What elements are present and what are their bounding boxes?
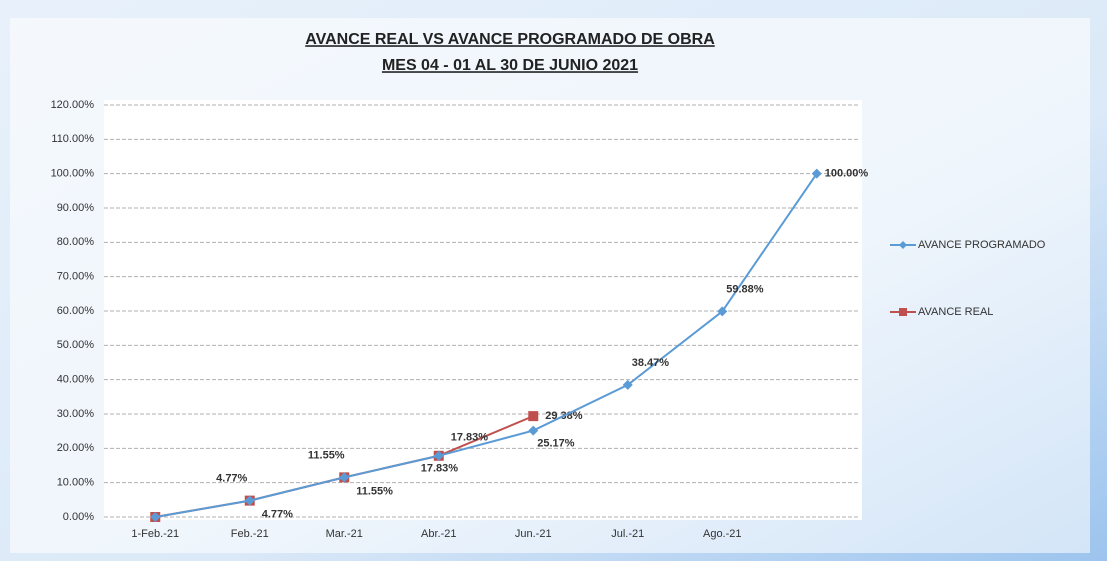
marker	[622, 379, 633, 390]
marker	[433, 450, 444, 461]
data-label: 17.83%	[421, 463, 459, 475]
y-tick-label: 100.00%	[51, 168, 95, 180]
y-tick-label: 60.00%	[57, 305, 95, 317]
series-line	[155, 173, 818, 518]
marker	[150, 512, 161, 522]
x-tick-label: 1-Feb.-21	[131, 528, 179, 540]
data-label: 59.88%	[726, 283, 764, 295]
x-tick-label: Abr.-21	[421, 528, 456, 540]
marker	[717, 306, 728, 317]
data-label: 4.77%	[262, 509, 293, 521]
marker	[811, 168, 822, 179]
data-label: 4.77%	[216, 473, 247, 485]
data-label: 25.17%	[537, 437, 575, 449]
data-label: 17.83%	[451, 432, 489, 444]
y-tick-label: 90.00%	[57, 202, 95, 214]
y-tick-label: 0.00%	[63, 511, 94, 523]
marker	[339, 472, 350, 483]
y-tick-label: 70.00%	[57, 271, 95, 283]
y-tick-label: 40.00%	[57, 374, 95, 386]
data-label: 38.47%	[632, 357, 670, 369]
x-tick-label: Ago.-21	[703, 528, 742, 540]
x-tick-label: Feb.-21	[231, 528, 269, 540]
y-tick-label: 110.00%	[51, 133, 94, 145]
legend-label: AVANCE PROGRAMADO	[918, 239, 1046, 251]
legend-marker	[899, 241, 907, 249]
y-tick-label: 30.00%	[57, 408, 95, 420]
y-tick-label: 50.00%	[57, 339, 95, 351]
data-label: 100.00%	[825, 168, 869, 180]
y-tick-label: 20.00%	[57, 442, 95, 454]
marker	[528, 425, 539, 436]
legend-marker	[899, 308, 907, 316]
marker	[244, 495, 255, 506]
legend-label: AVANCE REAL	[918, 306, 993, 318]
data-label: 11.55%	[308, 449, 345, 461]
y-tick-label: 120.00%	[51, 99, 95, 111]
chart-title: AVANCE REAL VS AVANCE PROGRAMADO DE OBRA	[305, 31, 715, 48]
x-tick-label: Jul.-21	[611, 528, 644, 540]
plot-area	[104, 100, 862, 520]
x-tick-label: Mar.-21	[326, 528, 363, 540]
y-tick-label: 80.00%	[57, 236, 95, 248]
marker	[528, 411, 539, 422]
data-label: 11.55%	[356, 485, 393, 497]
chart-subtitle: MES 04 - 01 AL 30 DE JUNIO 2021	[382, 57, 638, 74]
y-tick-label: 10.00%	[57, 477, 95, 489]
x-tick-label: Jun.-21	[515, 528, 552, 540]
